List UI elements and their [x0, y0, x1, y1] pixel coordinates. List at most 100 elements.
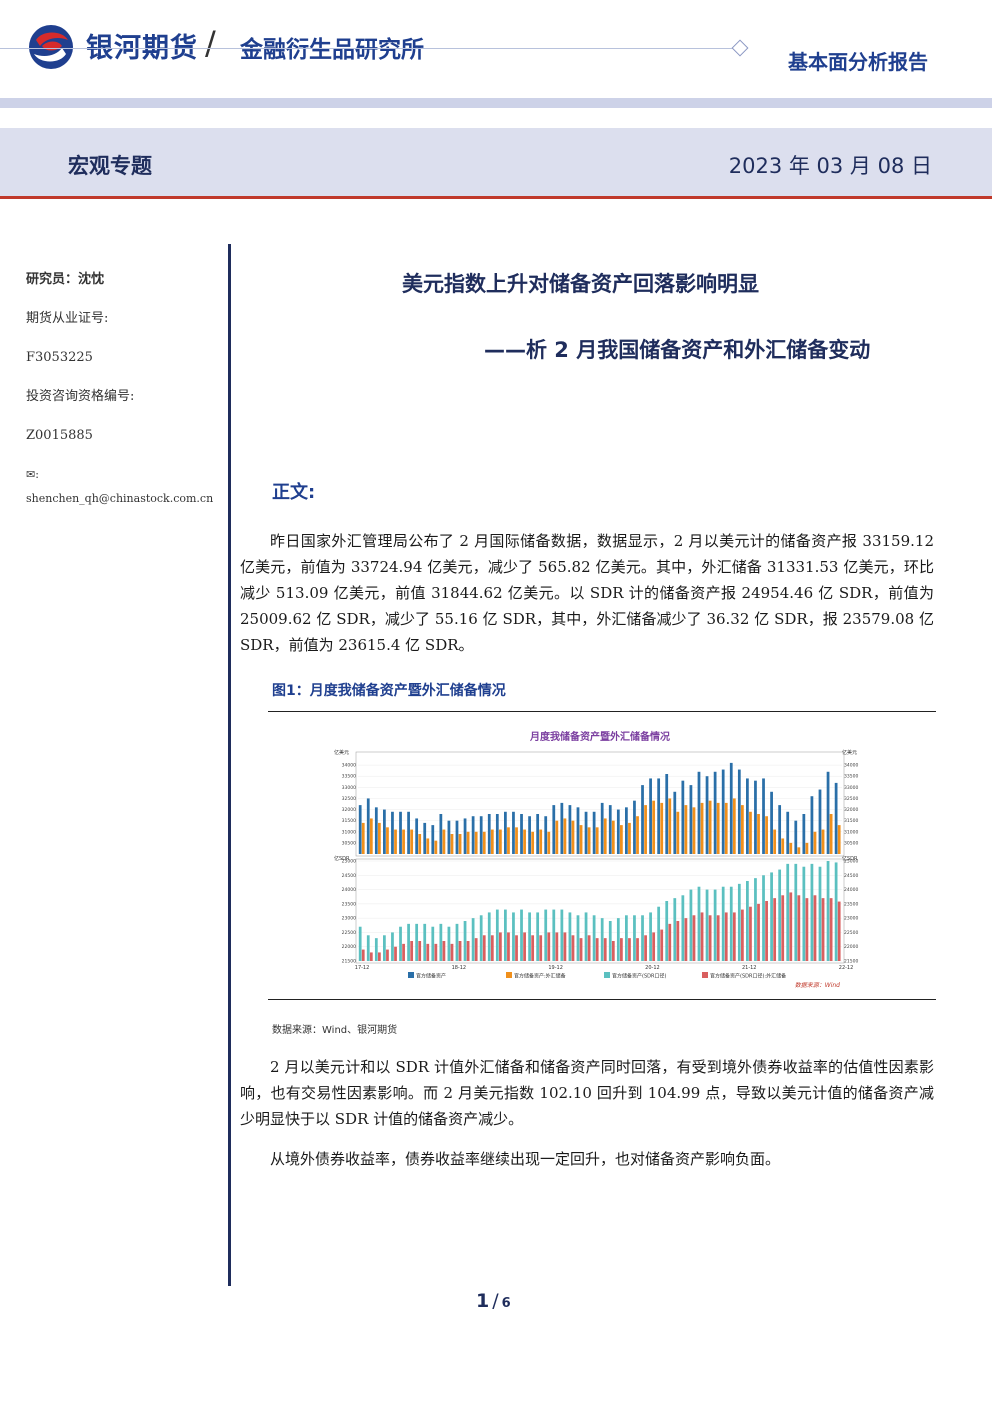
- bottom-bar: [528, 912, 531, 961]
- top-bar: [628, 822, 631, 854]
- bottom-bar: [713, 889, 717, 961]
- page-slash: /: [492, 1290, 499, 1312]
- bottom-bar: [560, 909, 564, 961]
- email-line: ✉: shenchen_qh@chinastock.com.cn: [26, 463, 226, 505]
- bottom-bar: [692, 915, 696, 961]
- mail-icon: ✉:: [26, 468, 39, 481]
- top-bar: [386, 827, 389, 854]
- top-bar: [499, 829, 502, 854]
- bottom-bar: [402, 943, 405, 961]
- topic-band: 宏观专题 2023 年 03 月 08 日: [0, 128, 992, 196]
- bottom-bar: [434, 943, 438, 961]
- top-bar: [415, 818, 419, 854]
- bottom-bar: [507, 932, 510, 961]
- top-bar: [463, 818, 467, 854]
- bottom-bar: [657, 906, 661, 961]
- bottom-bar: [520, 909, 523, 961]
- bottom-bar: [361, 949, 365, 961]
- x-tick-label: 17-12: [355, 965, 370, 971]
- bottom-bar: [789, 892, 793, 961]
- bottom-bar: [676, 921, 680, 961]
- top-bar: [531, 831, 535, 854]
- bottom-bar: [487, 912, 491, 961]
- page-number: 1/6: [476, 1290, 511, 1312]
- top-ytick-left: 33500: [342, 774, 356, 780]
- top-bar: [708, 800, 712, 854]
- top-bar: [608, 805, 612, 854]
- top-bar: [563, 818, 567, 854]
- top-bar: [633, 800, 636, 854]
- top-bar: [520, 814, 523, 854]
- top-bar: [826, 771, 830, 854]
- bottom-bar: [633, 915, 636, 961]
- top-bar: [361, 822, 365, 854]
- bottom-ytick-left: 25000: [342, 859, 356, 865]
- top-bar: [781, 838, 785, 854]
- top-bar: [555, 820, 559, 854]
- top-bar: [620, 825, 623, 854]
- bottom-bar: [531, 935, 535, 961]
- bottom-bar: [649, 912, 652, 961]
- bottom-bar: [721, 886, 725, 961]
- bottom-bar: [555, 932, 559, 961]
- bottom-bar: [673, 898, 677, 961]
- top-bar: [515, 827, 518, 854]
- paragraph-1: 昨日国家外汇管理局公布了 2 月国际储备数据，数据显示，2 月以美元计的储备资产…: [240, 532, 934, 654]
- bottom-bar: [407, 923, 410, 961]
- page-current: 1: [476, 1290, 490, 1312]
- x-tick-label: 18-12: [452, 965, 467, 971]
- bottom-bar: [665, 901, 669, 961]
- author-email[interactable]: shenchen_qh@chinastock.com.cn: [26, 492, 214, 505]
- bottom-panel-frame: [355, 858, 845, 964]
- bottom-ytick-left: 23000: [342, 916, 356, 922]
- x-tick-label: 19-12: [548, 965, 563, 971]
- top-bar: [369, 818, 373, 854]
- top-bar: [434, 840, 438, 854]
- bottom-bar: [426, 943, 430, 961]
- top-bar: [410, 829, 414, 854]
- institute-name: 金融衍生品研究所: [240, 37, 424, 63]
- top-bar: [587, 827, 591, 854]
- bottom-bar: [778, 869, 782, 961]
- top-bar: [644, 805, 647, 854]
- top-bar: [821, 829, 825, 854]
- top-bar: [778, 805, 782, 854]
- top-bar: [447, 820, 451, 854]
- bottom-bar: [834, 862, 838, 961]
- top-bar: [479, 816, 483, 854]
- top-bar: [442, 829, 446, 854]
- bottom-bar: [539, 935, 543, 961]
- top-bar: [818, 789, 822, 854]
- top-bar: [611, 820, 615, 854]
- bottom-bar: [818, 866, 822, 961]
- top-bar: [724, 802, 728, 854]
- top-bar: [374, 807, 378, 854]
- bottom-bar: [490, 935, 494, 961]
- top-bar: [482, 831, 486, 854]
- bottom-bar: [512, 912, 515, 961]
- top-ytick-left: 33000: [342, 785, 356, 791]
- top-bar: [507, 827, 510, 854]
- legend-swatch: [506, 972, 512, 978]
- bottom-ytick-right: 23500: [844, 901, 858, 907]
- bottom-bar: [786, 863, 790, 961]
- bottom-bar: [762, 875, 765, 961]
- galaxy-logo-icon: [29, 25, 73, 69]
- top-bar: [523, 829, 526, 854]
- bottom-bar: [439, 923, 443, 961]
- top-bar: [660, 802, 664, 854]
- bottom-bar: [431, 926, 435, 961]
- top-ytick-right: 32000: [844, 807, 858, 813]
- bottom-ytick-left: 22000: [342, 944, 356, 950]
- bottom-bar: [410, 941, 414, 961]
- top-bar: [689, 785, 693, 854]
- bottom-bar: [746, 881, 749, 961]
- report-date: 2023 年 03 月 08 日: [728, 154, 932, 178]
- bottom-bar: [536, 912, 540, 961]
- brand-divider: /: [205, 24, 216, 62]
- top-ytick-left: 31000: [342, 829, 356, 835]
- bottom-bar: [399, 926, 402, 961]
- top-bar: [732, 798, 736, 854]
- top-bar: [705, 776, 709, 854]
- bottom-bar: [504, 909, 507, 961]
